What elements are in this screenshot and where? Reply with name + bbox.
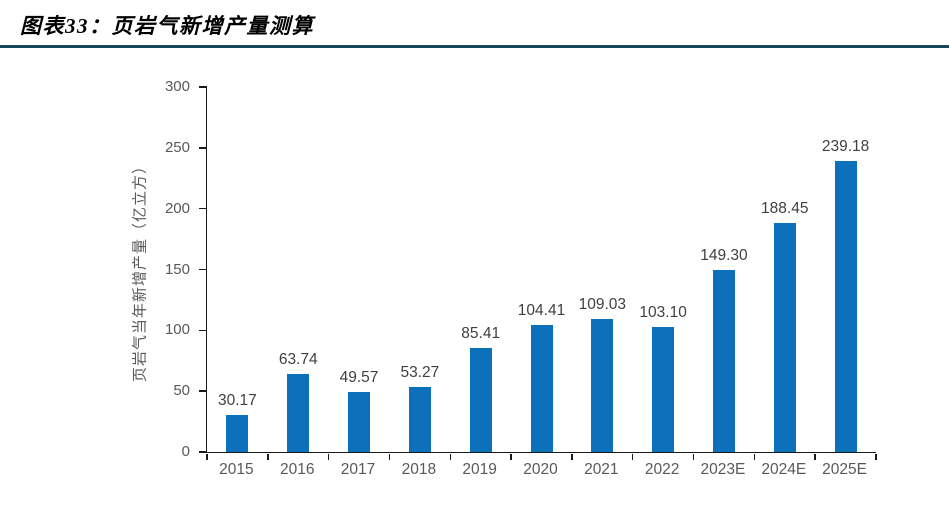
bar bbox=[773, 222, 796, 452]
bar-value-label: 63.74 bbox=[278, 351, 318, 369]
x-tick-mark bbox=[510, 453, 512, 460]
bar bbox=[834, 161, 857, 452]
bar bbox=[469, 348, 492, 452]
x-tick-mark bbox=[327, 453, 330, 460]
x-tick-mark bbox=[875, 453, 877, 460]
x-tick-label: 2020 bbox=[523, 461, 558, 478]
y-tick-mark bbox=[199, 451, 207, 453]
bar bbox=[348, 391, 371, 452]
bar bbox=[591, 319, 614, 452]
x-tick-mark bbox=[571, 453, 573, 460]
bar-value-label: 188.45 bbox=[761, 199, 809, 217]
bar bbox=[408, 387, 431, 452]
x-tick-mark bbox=[753, 453, 756, 460]
bar bbox=[530, 324, 553, 452]
y-tick-label: 300 bbox=[164, 78, 190, 95]
x-tick-label: 2021 bbox=[584, 461, 619, 478]
bar-value-label: 104.41 bbox=[517, 301, 566, 319]
x-tick-mark bbox=[388, 453, 391, 460]
y-axis-tick-labels: 300 250 200 150 100 50 0 bbox=[110, 78, 190, 460]
x-tick-label: 2023E bbox=[700, 461, 746, 478]
y-tick-label: 0 bbox=[181, 443, 190, 460]
bar-value-label: 85.41 bbox=[461, 325, 501, 343]
x-tick-mark bbox=[206, 453, 208, 460]
title-underline-rule bbox=[0, 45, 949, 48]
figure-title: 图表33：页岩气新增产量测算 bbox=[20, 14, 314, 38]
bar-value-label: 109.03 bbox=[578, 296, 627, 314]
x-tick-label: 2016 bbox=[279, 461, 315, 478]
y-tick-label: 50 bbox=[173, 382, 190, 400]
y-tick-mark bbox=[199, 390, 207, 392]
bar-value-label: 149.30 bbox=[700, 247, 748, 265]
bar-value-label: 53.27 bbox=[400, 364, 440, 382]
bar-value-label: 103.10 bbox=[639, 303, 687, 321]
x-tick-mark bbox=[814, 453, 816, 460]
bar-value-label: 30.17 bbox=[218, 392, 257, 410]
y-tick-label: 150 bbox=[164, 260, 190, 278]
x-tick-mark bbox=[692, 453, 695, 460]
x-tick-label: 2015 bbox=[219, 461, 254, 478]
y-tick-mark bbox=[199, 86, 207, 88]
x-tick-mark bbox=[267, 453, 269, 460]
x-tick-label: 2017 bbox=[340, 461, 376, 478]
bar-value-label: 239.18 bbox=[821, 138, 870, 155]
x-tick-label: 2024E bbox=[761, 461, 807, 478]
plot-area: 30.17 63.74 49.57 53.27 85.41 104.41 109.03 103… bbox=[199, 86, 877, 460]
y-tick-label: 250 bbox=[164, 138, 190, 156]
bar bbox=[712, 270, 735, 452]
y-tick-mark bbox=[199, 147, 207, 149]
x-tick-mark bbox=[449, 453, 452, 460]
y-tick-mark bbox=[199, 329, 207, 332]
x-tick-label: 2019 bbox=[462, 461, 497, 478]
x-tick-mark bbox=[631, 453, 634, 460]
x-axis-tick-labels: 2015 2016 2017 2018 2019 2020 2021 2022 2023E 202… bbox=[206, 461, 875, 483]
bar bbox=[287, 374, 310, 452]
bar bbox=[652, 326, 675, 452]
x-tick-label: 2022 bbox=[644, 461, 680, 478]
bar bbox=[226, 415, 249, 452]
y-tick-label: 200 bbox=[164, 199, 190, 217]
x-tick-label: 2018 bbox=[401, 461, 437, 478]
y-tick-mark bbox=[199, 268, 207, 271]
y-tick-label: 100 bbox=[164, 321, 190, 339]
x-tick-label: 2025E bbox=[822, 461, 867, 478]
bar-value-label: 49.57 bbox=[339, 368, 379, 386]
y-tick-mark bbox=[199, 207, 207, 210]
